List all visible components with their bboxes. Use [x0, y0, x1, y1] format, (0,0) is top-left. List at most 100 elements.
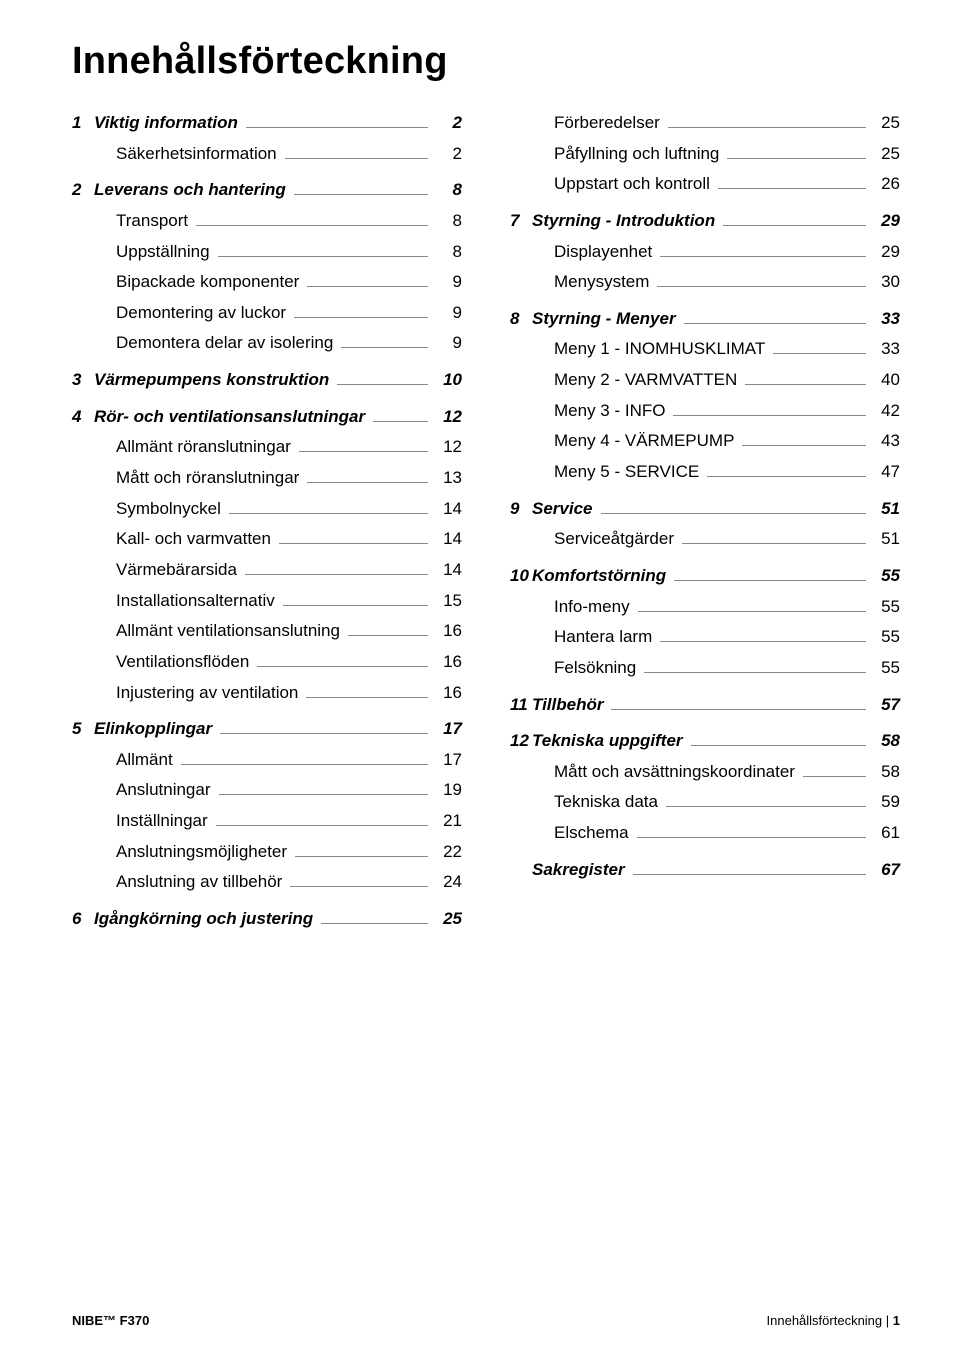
toc-entry-label: Inställningar	[94, 809, 216, 834]
footer-product: NIBE™ F370	[72, 1313, 149, 1328]
toc-page-number: 61	[872, 821, 900, 846]
toc-page-number: 14	[434, 497, 462, 522]
toc-page-number: 16	[434, 650, 462, 675]
toc-page-number: 67	[872, 858, 900, 883]
toc-page-number: 58	[872, 729, 900, 754]
toc-page-number: 16	[434, 681, 462, 706]
toc-leader	[373, 412, 428, 422]
toc-chapter-number: 7	[510, 209, 532, 234]
toc-entry-label: Anslutningar	[94, 778, 219, 803]
footer-sep: |	[882, 1313, 893, 1328]
toc-page-number: 16	[434, 619, 462, 644]
toc-sub-entry: Meny 2 - VARMVATTEN40	[510, 368, 900, 393]
footer-section: Innehållsförteckning | 1	[767, 1313, 900, 1328]
toc-leader	[246, 118, 428, 128]
toc-page-number: 9	[434, 270, 462, 295]
toc-sub-entry: Allmänt ventilationsanslutning 16	[72, 619, 462, 644]
toc-page-number: 24	[434, 870, 462, 895]
toc-leader	[611, 699, 866, 709]
toc-chapter-number: 6	[72, 907, 94, 932]
toc-page-number: 9	[434, 331, 462, 356]
toc-chapter-number: 10	[510, 564, 532, 589]
toc-chapter-number: 12	[510, 729, 532, 754]
toc-entry-label: Uppstart och kontroll	[532, 172, 718, 197]
toc-sub-entry: Påfyllning och luftning 25	[510, 142, 900, 167]
toc-leader	[684, 314, 866, 324]
toc-leader	[723, 216, 866, 226]
toc-entry-label: Mått och avsättningskoordinater	[532, 760, 803, 785]
toc-entry-label: Rör- och ventilationsanslutningar	[94, 405, 373, 430]
toc-leader	[295, 847, 428, 857]
toc-entry-label: Styrning - Menyer	[532, 307, 684, 332]
toc-sub-entry: Serviceåtgärder51	[510, 527, 900, 552]
toc-entry-label: Styrning - Introduktion	[532, 209, 723, 234]
toc-page-number: 51	[872, 527, 900, 552]
toc-sub-entry: Anslutningar19	[72, 778, 462, 803]
toc-entry-label: Uppställning	[94, 240, 218, 265]
page-footer: NIBE™ F370 Innehållsförteckning | 1	[72, 1313, 900, 1328]
toc-entry-label: Demontera delar av isolering	[94, 331, 341, 356]
toc-leader	[666, 797, 866, 807]
toc-leader	[337, 375, 428, 385]
page-title: Innehållsförteckning	[72, 40, 900, 83]
toc-entry-label: Allmänt ventilationsanslutning	[94, 619, 348, 644]
toc-page-number: 43	[872, 429, 900, 454]
toc-leader	[657, 277, 866, 287]
toc-chapter-number: 11	[510, 693, 532, 718]
toc-page-number: 29	[872, 209, 900, 234]
toc-leader	[633, 865, 866, 875]
toc-page-number: 12	[434, 435, 462, 460]
toc-sub-entry: Meny 1 - INOMHUSKLIMAT33	[510, 337, 900, 362]
toc-section-entry: Sakregister67	[510, 858, 900, 883]
toc-leader	[229, 504, 428, 514]
toc-entry-label: Elschema	[532, 821, 637, 846]
toc-leader	[691, 736, 866, 746]
toc-chapter-number: 1	[72, 111, 94, 136]
toc-leader	[660, 246, 866, 256]
toc-page-number: 25	[434, 907, 462, 932]
toc-leader	[638, 601, 866, 611]
toc-sub-entry: Mått och avsättningskoordinater 58	[510, 760, 900, 785]
toc-leader	[181, 755, 428, 765]
toc-entry-label: Transport	[94, 209, 196, 234]
toc-chapter-number: 8	[510, 307, 532, 332]
toc-leader	[637, 828, 866, 838]
toc-section-entry: 7Styrning - Introduktion 29	[510, 209, 900, 234]
toc-entry-label: Bipackade komponenter	[94, 270, 307, 295]
toc-entry-label: Ventilationsflöden	[94, 650, 257, 675]
toc-chapter-number: 3	[72, 368, 94, 393]
toc-sub-entry: Tekniska data59	[510, 790, 900, 815]
toc-sub-entry: Installationsalternativ15	[72, 589, 462, 614]
toc-entry-label: Injustering av ventilation	[94, 681, 306, 706]
toc-page-number: 25	[872, 142, 900, 167]
toc-entry-label: Påfyllning och luftning	[532, 142, 727, 167]
toc-leader	[285, 148, 428, 158]
toc-leader	[707, 467, 866, 477]
toc-column-left: 1Viktig information2Säkerhetsinformation…	[72, 111, 462, 938]
toc-page-number: 13	[434, 466, 462, 491]
toc-page-number: 58	[872, 760, 900, 785]
toc-leader	[196, 216, 428, 226]
toc-page-number: 33	[872, 337, 900, 362]
toc-chapter-number: 2	[72, 178, 94, 203]
toc-page-number: 59	[872, 790, 900, 815]
toc-sub-entry: Displayenhet29	[510, 240, 900, 265]
toc-leader	[306, 687, 428, 697]
toc-page-number: 47	[872, 460, 900, 485]
toc-sub-entry: Meny 5 - SERVICE47	[510, 460, 900, 485]
toc-sub-entry: Uppstart och kontroll26	[510, 172, 900, 197]
toc-entry-label: Symbolnyckel	[94, 497, 229, 522]
toc-entry-label: Elinkopplingar	[94, 717, 220, 742]
toc-section-entry: 5Elinkopplingar17	[72, 717, 462, 742]
toc-entry-label: Kall- och varmvatten	[94, 527, 279, 552]
toc-leader	[294, 185, 428, 195]
toc-section-entry: 10Komfortstörning55	[510, 564, 900, 589]
toc-page-number: 29	[872, 240, 900, 265]
toc-section-entry: 11Tillbehör57	[510, 693, 900, 718]
toc-sub-entry: Anslutning av tillbehör24	[72, 870, 462, 895]
toc-leader	[321, 914, 428, 924]
toc-page-number: 10	[434, 368, 462, 393]
toc-sub-entry: Symbolnyckel 14	[72, 497, 462, 522]
toc-page-number: 8	[434, 209, 462, 234]
toc-page-number: 55	[872, 564, 900, 589]
